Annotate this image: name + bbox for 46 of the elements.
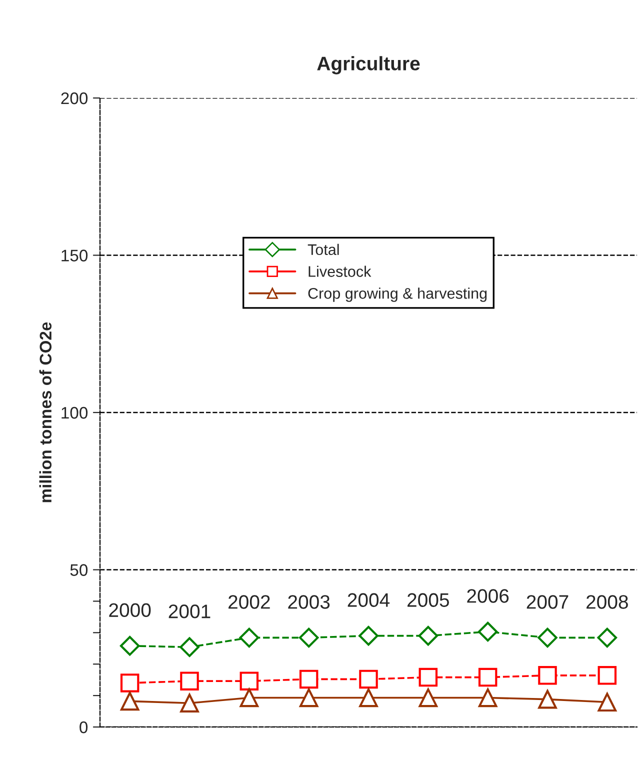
chart-title: Agriculture <box>317 56 420 74</box>
point <box>418 688 438 708</box>
point <box>299 688 318 708</box>
point <box>359 670 378 689</box>
x-tick-label: 2007 <box>526 595 568 609</box>
legend-label: Crop growing & harvesting <box>308 288 487 302</box>
point <box>538 628 558 648</box>
point <box>538 666 557 685</box>
point <box>240 672 259 690</box>
y-tick-label: 100 <box>62 406 88 419</box>
x-tick-label: 2002 <box>228 595 270 609</box>
x-tick-label: 2000 <box>109 603 151 618</box>
point <box>120 636 140 656</box>
point <box>240 688 259 708</box>
point <box>180 694 199 712</box>
point <box>239 628 260 648</box>
point <box>538 690 557 709</box>
x-tick-label: 2003 <box>288 595 330 609</box>
y-tick-label: 150 <box>62 250 88 262</box>
point <box>418 668 438 687</box>
x-tick-label: 2008 <box>586 595 628 609</box>
y-axis-title: million tonnes of CO2e <box>39 322 52 502</box>
point <box>298 628 319 648</box>
point <box>478 668 498 687</box>
point <box>120 674 140 692</box>
point <box>478 622 498 642</box>
point <box>418 626 438 646</box>
x-tick-label: 2001 <box>168 604 210 618</box>
point <box>120 692 140 711</box>
y-tick-label: 200 <box>61 92 88 104</box>
point <box>358 626 378 646</box>
y-tick-label: 50 <box>70 564 88 576</box>
point <box>478 688 498 708</box>
point <box>597 628 618 648</box>
legend-label: Total <box>308 244 339 256</box>
point <box>598 692 617 712</box>
point <box>598 666 617 685</box>
point <box>180 637 200 657</box>
point <box>359 688 378 708</box>
x-tick-label: 2006 <box>467 589 509 603</box>
x-tick-label: 2004 <box>348 593 390 607</box>
legend-label: Livestock <box>308 266 372 277</box>
point <box>180 672 199 690</box>
point <box>299 670 318 689</box>
y-tick-label: 0 <box>80 721 88 734</box>
x-tick-label: 2005 <box>408 593 449 607</box>
